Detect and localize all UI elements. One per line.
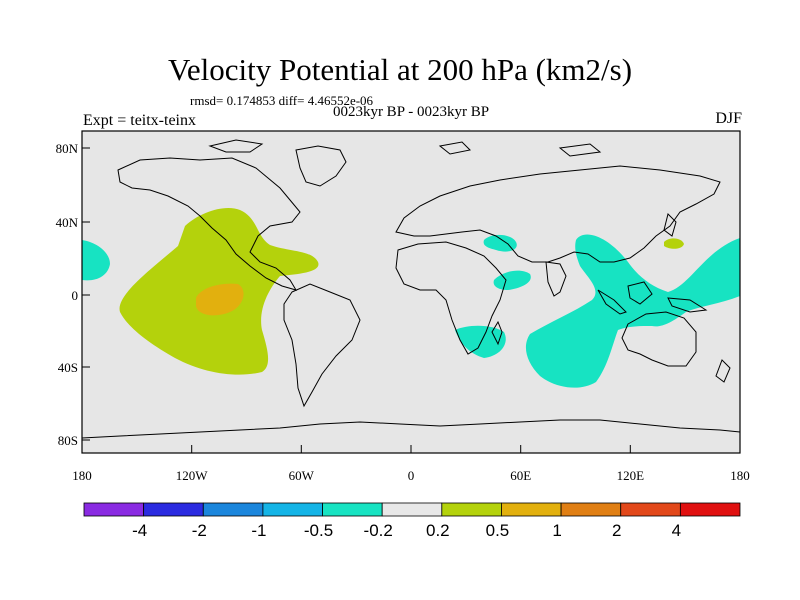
lon-tick-label: 180: [72, 468, 92, 483]
colorbar-swatch: [262, 502, 323, 517]
sumatra-coast: [597, 289, 627, 315]
south-america-coast: [283, 283, 361, 408]
colorbar-label: -0.5: [304, 521, 333, 540]
colorbar-swatch: [381, 502, 443, 517]
season-label: DJF: [715, 110, 742, 127]
west-edge-negative-region: [82, 240, 110, 281]
madagascar-coast: [491, 320, 503, 346]
new-guinea-coast: [667, 297, 708, 313]
north-pacific-positive-patch: [664, 238, 684, 249]
africa-coast: [395, 241, 507, 355]
greenland-coast: [295, 145, 347, 187]
arctic-islands-coast: [208, 139, 602, 157]
borneo-coast: [627, 281, 653, 305]
colorbar-label: 4: [672, 521, 681, 540]
colorbar-swatch: [560, 502, 622, 517]
colorbar-label: 2: [612, 521, 621, 540]
experiment-label: Expt = teitx-teinx: [83, 112, 196, 129]
lat-tick-label: 40S: [58, 360, 78, 375]
antarctica-coast: [81, 419, 741, 439]
colorbar-swatch: [501, 502, 562, 517]
coastlines: [81, 139, 741, 439]
north-america-coast: [117, 157, 301, 291]
japan-coast: [663, 213, 677, 237]
colorbar-label: -0.2: [364, 521, 393, 540]
lat-tick-label: 80N: [56, 141, 79, 156]
australia-coast: [621, 311, 697, 367]
colorbar-swatch: [679, 502, 741, 517]
eurasia-coast: [395, 165, 721, 263]
maritime-negative-region: [525, 234, 740, 388]
colorbar-swatch: [620, 502, 681, 517]
new-zealand-coast: [715, 359, 731, 383]
colorbar-label: -4: [132, 521, 147, 540]
period-subtitle: 0023kyr BP - 0023kyr BP: [332, 104, 490, 120]
india-coast: [545, 261, 567, 297]
map-title: Velocity Potential at 200 hPa (km2/s): [167, 52, 633, 87]
arabian-sea-negative-region: [493, 270, 531, 290]
colorbar-label: -1: [251, 521, 266, 540]
lat-tick-label: 80S: [58, 433, 78, 448]
lon-tick-label: 0: [408, 468, 415, 483]
east-pacific-core: [196, 283, 244, 316]
colorbar-swatch: [202, 502, 264, 517]
lat-tick-label: 40N: [56, 215, 79, 230]
colorbar-label: -2: [192, 521, 207, 540]
lon-tick-label: 60W: [289, 468, 315, 483]
colorbar-swatch: [143, 502, 204, 517]
longitude-axis: 180 120W 60W 0 60E 120E 180: [72, 445, 750, 483]
colorbar-label: 0.5: [486, 521, 510, 540]
colorbar-swatch: [83, 502, 145, 517]
lon-tick-label: 180: [730, 468, 750, 483]
anomaly-shading: [82, 207, 740, 388]
stats-line: rmsd= 0.174853 diff= 4.46552e-06: [190, 93, 374, 108]
colorbar: -4 -2 -1 -0.5 -0.2 0.2 0.5 1 2 4: [83, 502, 741, 540]
lon-tick-label: 120W: [176, 468, 209, 483]
colorbar-swatch: [322, 502, 383, 517]
colorbar-swatch: [441, 502, 502, 517]
lat-tick-label: 0: [72, 288, 79, 303]
lon-tick-label: 120E: [617, 468, 645, 483]
colorbar-label: 0.2: [426, 521, 450, 540]
latitude-axis: 80N 40N 0 40S 80S: [56, 141, 90, 448]
middle-east-negative-region: [483, 234, 517, 252]
lon-tick-label: 60E: [510, 468, 531, 483]
colorbar-label: 1: [552, 521, 561, 540]
